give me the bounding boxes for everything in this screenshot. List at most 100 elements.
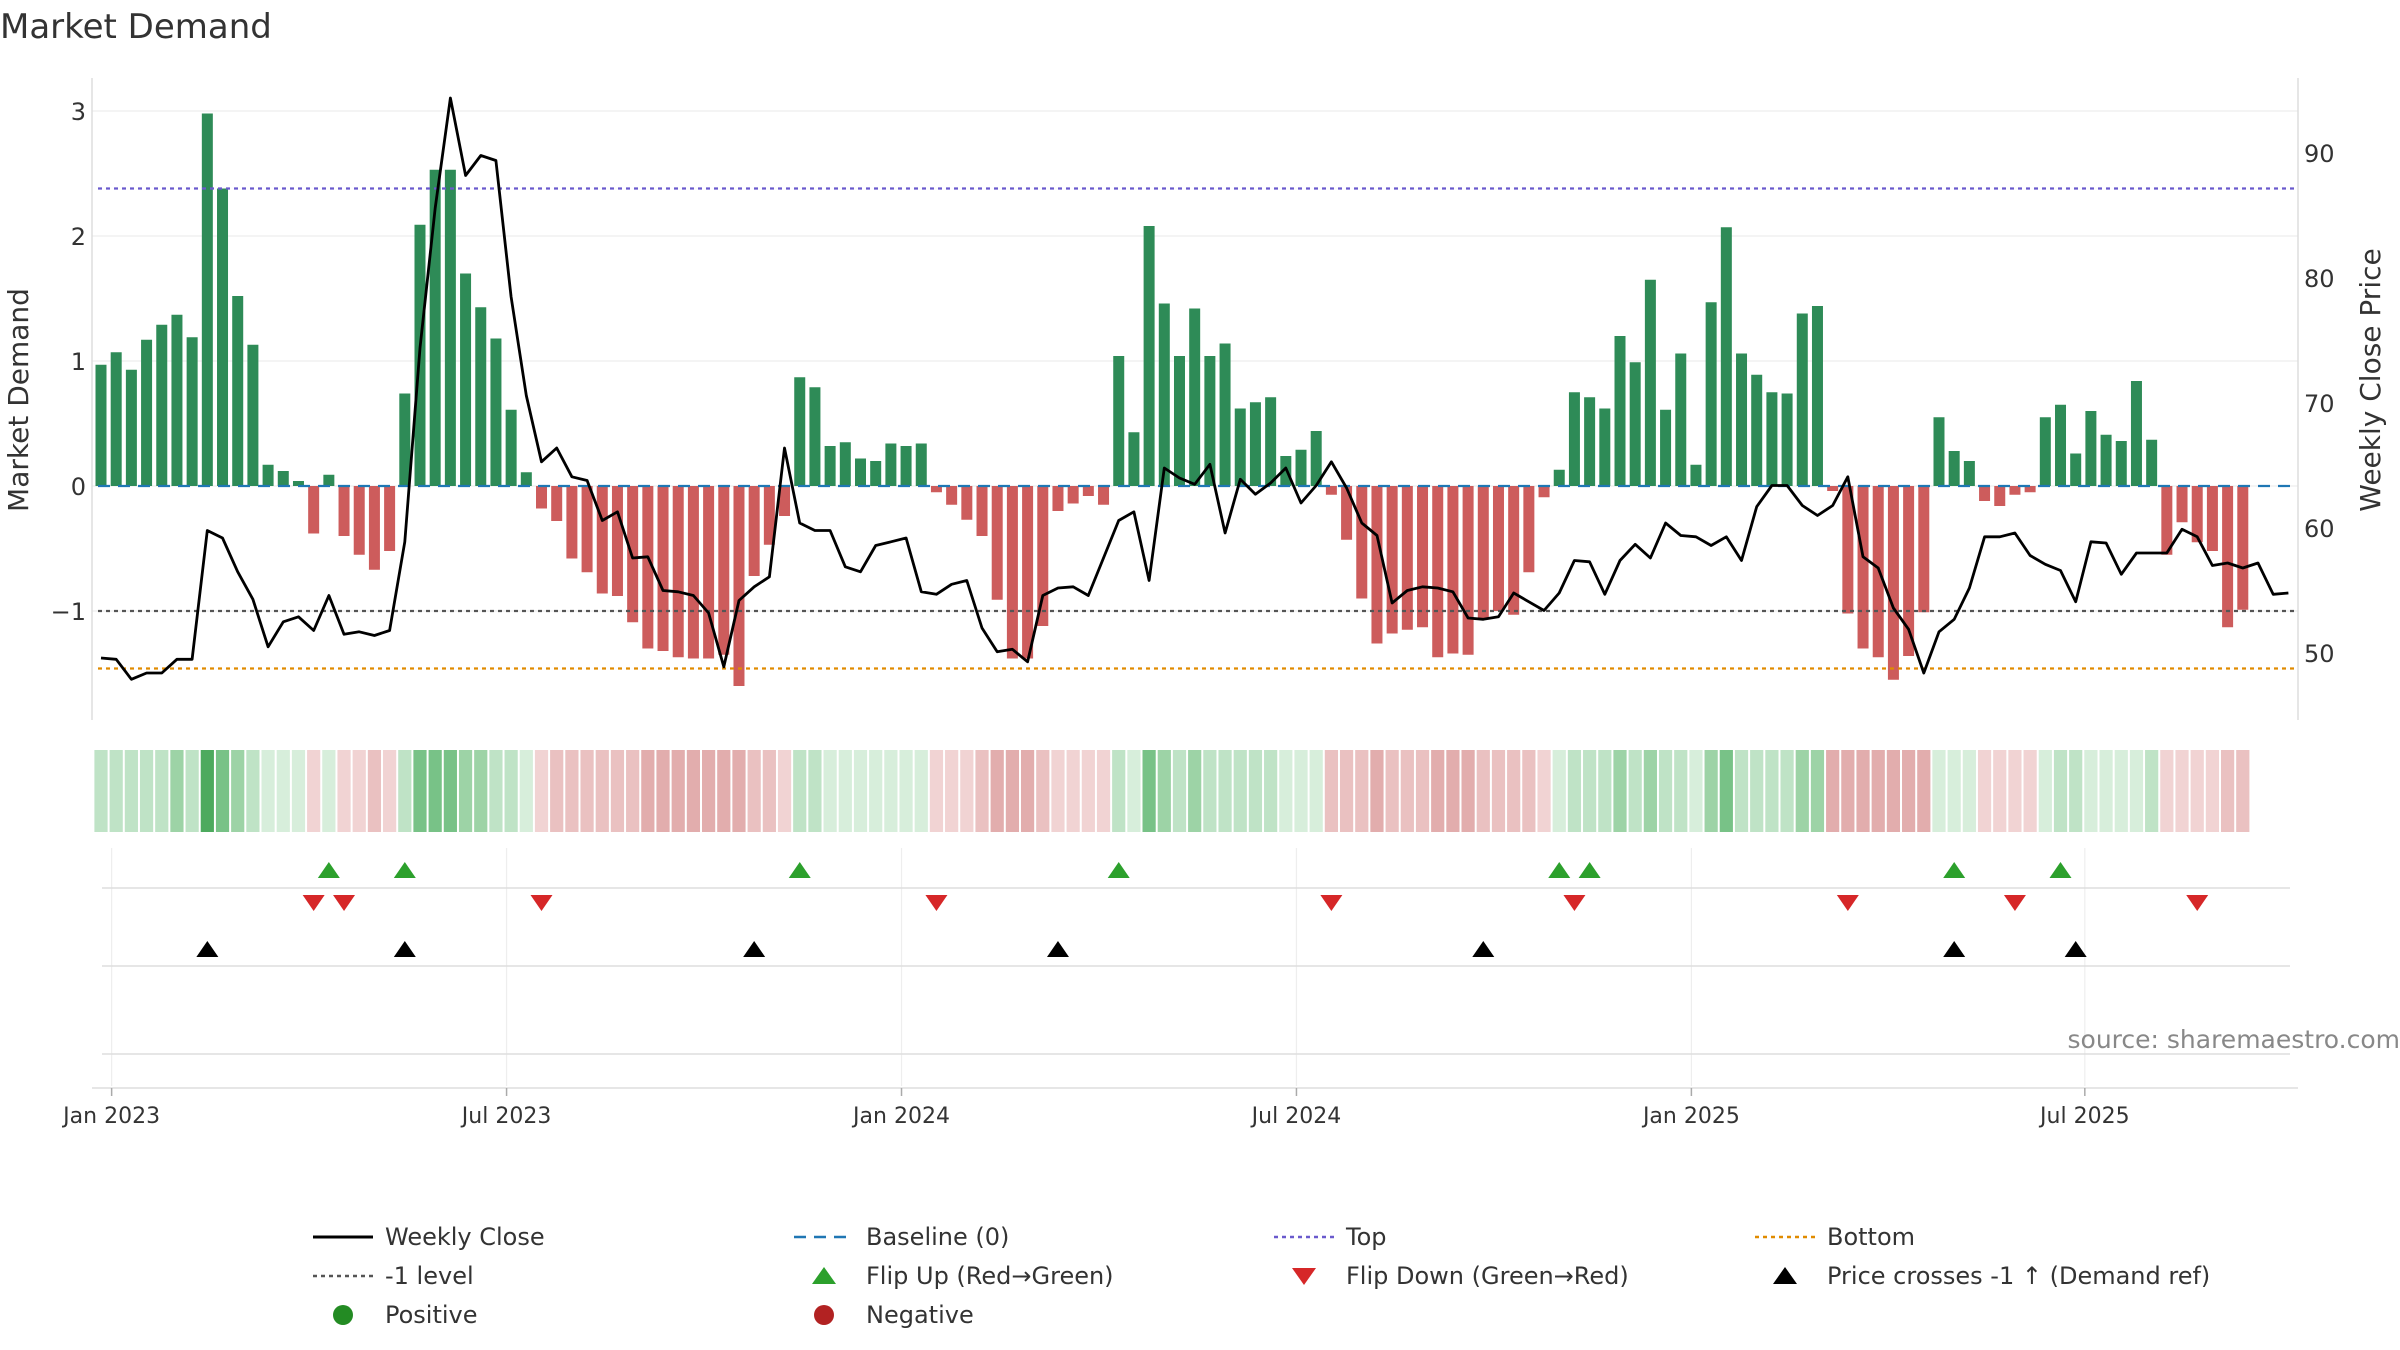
positive-demand-bar [1766, 392, 1778, 486]
negative-demand-bar [1417, 486, 1429, 628]
strip-cell [656, 750, 670, 832]
strip-cell [1947, 750, 1961, 832]
left-tick-label: −1 [51, 598, 86, 626]
flip-down-marker [333, 895, 356, 911]
x-tick-label: Jul 2025 [2038, 1104, 2130, 1129]
strip-cell [231, 750, 245, 832]
legend-item: -1 level [313, 1262, 474, 1290]
positive-demand-bar [1189, 308, 1201, 486]
negative-demand-bar [703, 486, 715, 659]
strip-cell [2145, 750, 2159, 832]
strip-cell [1826, 750, 1840, 832]
strip-cell [1309, 750, 1323, 832]
strip-cell [945, 750, 959, 832]
strip-cell [1598, 750, 1612, 832]
legend-label: Flip Down (Green→Red) [1346, 1262, 1629, 1290]
legend-label: Baseline (0) [866, 1223, 1009, 1251]
negative-demand-bar [1067, 486, 1079, 504]
x-tick-label: Jul 2023 [460, 1104, 552, 1129]
strip-cell [686, 750, 701, 832]
strip-cell [1218, 750, 1232, 832]
strip-cell [2008, 750, 2022, 832]
strip-cell [610, 750, 625, 832]
negative-demand-bar [353, 486, 365, 555]
negative-demand-bar [384, 486, 396, 551]
negative-demand-bar [1903, 486, 1915, 656]
strip-cell [1172, 750, 1187, 832]
negative-demand-bar [1887, 486, 1899, 680]
negative-demand-bar [1386, 486, 1398, 634]
strip-cell [1583, 750, 1597, 832]
strip-cell [641, 750, 655, 832]
negative-demand-bar [1037, 486, 1049, 626]
negative-demand-bar [1098, 486, 1110, 505]
strip-cell [565, 750, 579, 832]
strip-cell [1446, 750, 1460, 832]
flip-up-marker [1943, 862, 1966, 878]
negative-demand-bar [1052, 486, 1064, 511]
strip-cell [1765, 750, 1779, 832]
legend-item: Positive [333, 1301, 478, 1329]
legend-item: Flip Up (Red→Green) [812, 1262, 1114, 1290]
chart-title: Market Demand [0, 7, 272, 47]
strip-cell [1264, 750, 1278, 832]
left-tick-label: 0 [71, 473, 86, 501]
negative-demand-bar [2206, 486, 2218, 551]
negative-demand-bar [1842, 486, 1854, 614]
negative-demand-bar [308, 486, 320, 534]
legend-swatch-circle [333, 1305, 353, 1325]
strip-cell [1491, 750, 1506, 832]
negative-demand-bar [2024, 486, 2036, 493]
positive-demand-bar [1249, 402, 1261, 486]
strip-cell [1522, 750, 1536, 832]
flip-down-marker [925, 895, 948, 911]
negative-demand-bar [1523, 486, 1535, 573]
strip-cell [337, 750, 351, 832]
positive-demand-bar [1675, 353, 1687, 486]
positive-demand-bar [444, 169, 456, 486]
negative-demand-bar [368, 486, 380, 570]
strip-cell [1248, 750, 1263, 832]
strip-cell [1993, 750, 2007, 832]
negative-demand-bar [1447, 486, 1459, 654]
strip-cell [94, 750, 108, 832]
positive-demand-bar [855, 458, 866, 486]
positive-demand-bar [201, 113, 213, 486]
strip-cell [1507, 750, 1521, 832]
strip-cell [1658, 750, 1673, 832]
legend: Weekly Close Baseline (0) Top Bottom -1 leve… [313, 1223, 2210, 1329]
positive-demand-bar [232, 296, 244, 486]
strip-cell [1537, 750, 1551, 832]
strip-cell [671, 750, 685, 832]
legend-item: Bottom [1755, 1223, 1915, 1251]
positive-demand-bar [1720, 227, 1732, 486]
negative-demand-bar [976, 486, 988, 536]
x-tick-label: Jan 2025 [1641, 1104, 1740, 1129]
positive-demand-bar [2146, 439, 2158, 486]
source-label: source: sharemaestro.com [2068, 1025, 2400, 1054]
strip-cell [109, 750, 123, 832]
strip-cell [1081, 750, 1095, 832]
positive-demand-bar [1553, 469, 1565, 486]
strip-cell [2023, 750, 2037, 832]
strip-cell [1734, 750, 1749, 832]
negative-demand-bar [1401, 486, 1413, 630]
strip-cell [200, 750, 214, 832]
positive-demand-bar [1219, 343, 1231, 486]
strip-cell [1567, 750, 1582, 832]
strip-cell [1157, 750, 1171, 832]
strip-cell [2221, 750, 2235, 832]
right-tick-label: 80 [2304, 265, 2335, 293]
legend-label: Weekly Close [385, 1223, 545, 1251]
strip-cell [2084, 750, 2098, 832]
strip-cell [519, 750, 533, 832]
positive-demand-bar [277, 471, 289, 486]
negative-demand-bar [642, 486, 654, 649]
strip-cell [1810, 750, 1825, 832]
legend-label: Positive [385, 1301, 478, 1329]
strip-cell [307, 750, 321, 832]
positive-demand-bar [475, 307, 487, 486]
negative-demand-bar [338, 486, 350, 536]
strip-cell [1066, 750, 1080, 832]
